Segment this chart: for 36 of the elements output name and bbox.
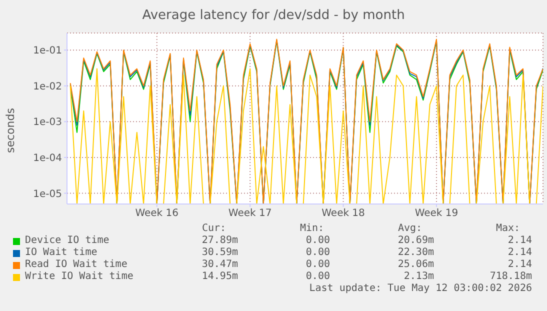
y-tick-label: 1e-04 <box>33 152 62 164</box>
text: 27.89m <box>202 235 238 246</box>
y-tick-label: 1e-02 <box>33 81 62 92</box>
text: 0.00 <box>306 271 330 282</box>
text: 20.69m <box>398 235 434 246</box>
y-tick-label: 1e-03 <box>33 117 62 128</box>
text: Max: <box>496 223 520 234</box>
x-tick-label: Week 18 <box>322 208 365 220</box>
text: 2.14 <box>508 235 532 246</box>
text: 718.18m <box>490 271 532 282</box>
text: Cur: <box>202 223 226 234</box>
y-tick-label: 1e-05 <box>33 188 62 200</box>
y-axis-title: seconds <box>4 108 17 153</box>
y-tick-label: 1e-01 <box>33 46 62 57</box>
text: 30.47m <box>202 259 238 270</box>
text: Last update: Tue May 12 03:00:02 2026 <box>309 283 532 294</box>
legend-label: Read IO Wait time <box>25 259 128 270</box>
text: Avg: <box>398 223 422 234</box>
x-tick-label: Week 17 <box>228 208 272 220</box>
legend-label: IO Wait time <box>25 247 98 258</box>
legend-label: Write IO Wait time <box>25 271 134 282</box>
text: 30.59m <box>202 247 238 258</box>
text: 0.00 <box>306 259 330 270</box>
x-tick-label: Week 19 <box>414 208 458 220</box>
text: 25.06m <box>398 259 434 270</box>
chart-title: Average latency for /dev/sdd - by month <box>141 8 406 23</box>
text: 0.00 <box>306 235 330 246</box>
text: 2.14 <box>508 247 532 258</box>
text: 2.14 <box>508 259 532 270</box>
text: 2.13m <box>404 271 434 282</box>
text: 22.30m <box>398 247 434 258</box>
text: Min: <box>300 223 324 234</box>
legend-label: Device IO time <box>25 235 110 246</box>
text: 14.95m <box>202 271 238 282</box>
x-tick-label: Week 16 <box>135 208 179 220</box>
text: 0.00 <box>306 247 330 258</box>
